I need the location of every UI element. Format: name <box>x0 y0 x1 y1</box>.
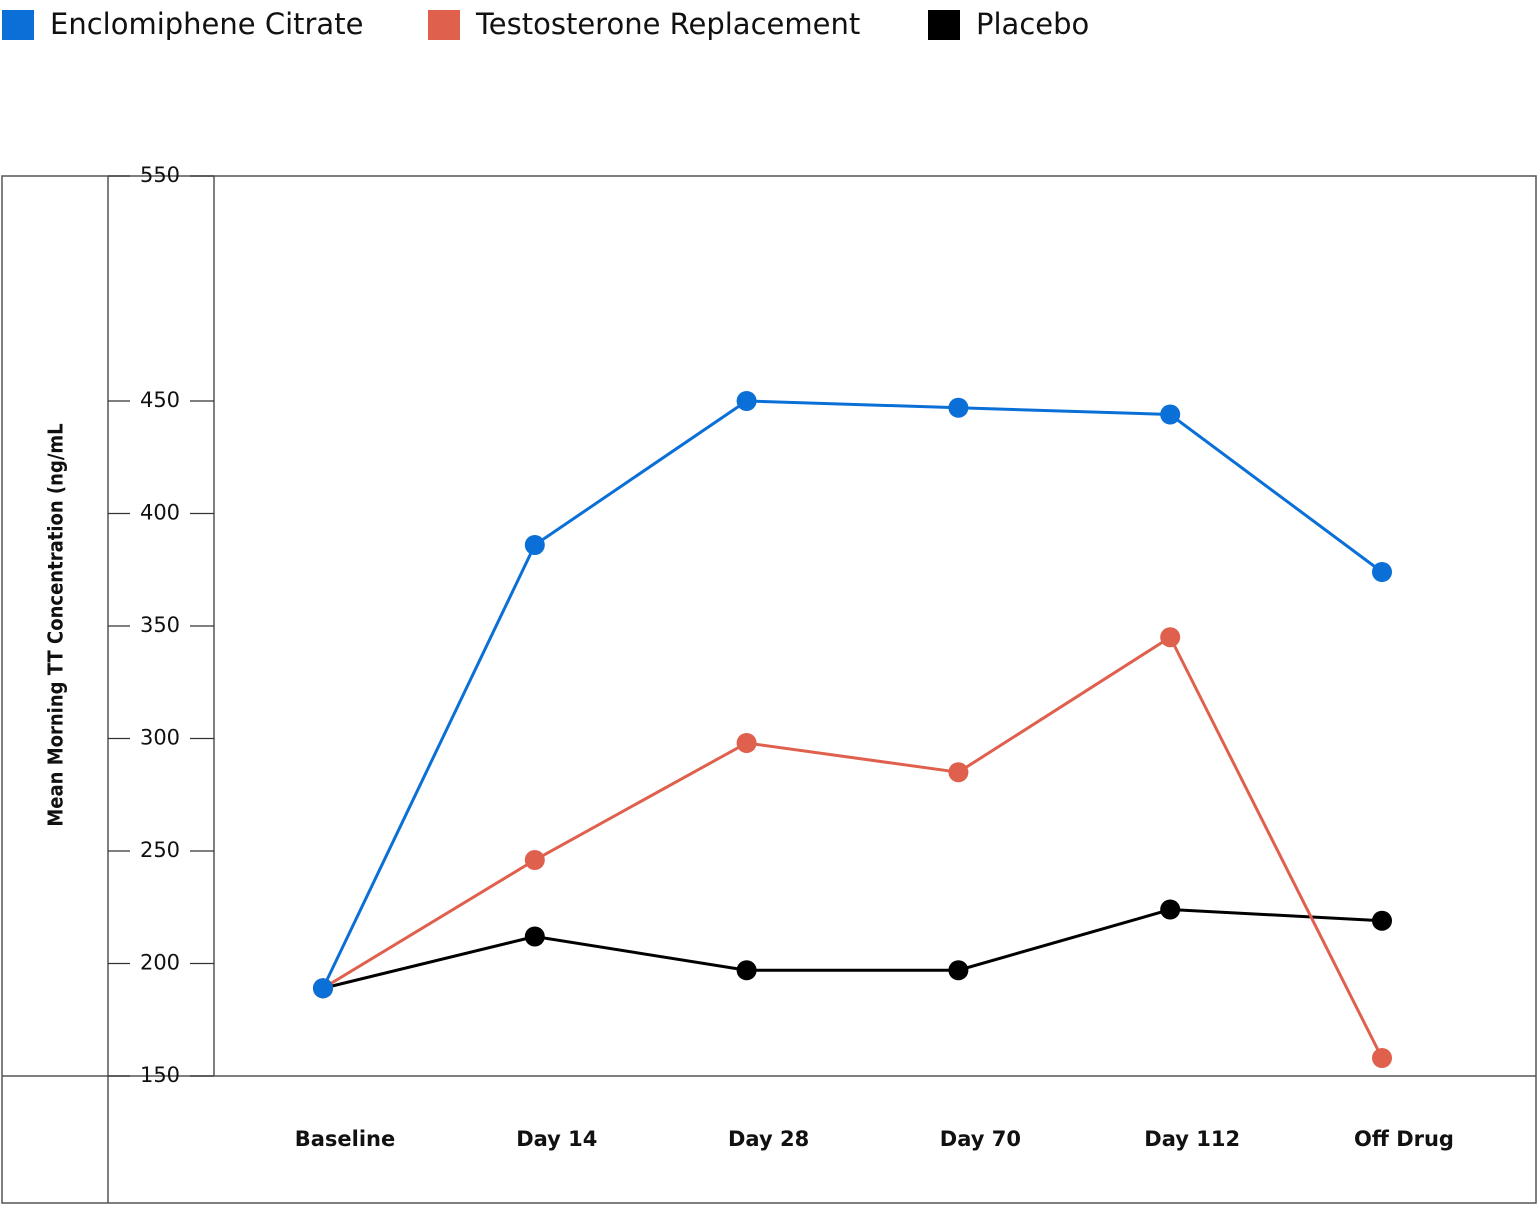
series-line <box>321 399 1383 989</box>
data-point <box>524 850 545 870</box>
data-point <box>736 960 757 981</box>
x-tick-label: Baseline <box>295 1127 396 1151</box>
data-point <box>736 391 757 411</box>
y-tick-label: 150 <box>140 1063 180 1087</box>
data-point <box>948 960 969 981</box>
data-point <box>736 733 757 753</box>
y-tick-label: 350 <box>140 613 180 637</box>
legend-label: Enclomiphene Citrate <box>50 7 363 41</box>
data-point <box>1372 562 1392 582</box>
y-axis-label: Mean Morning TT Concentration (ng/mL <box>44 423 68 826</box>
series-line <box>322 907 1383 990</box>
data-point <box>1372 1048 1392 1068</box>
data-point <box>1160 404 1181 425</box>
plot-frame <box>1 175 1537 1204</box>
legend-swatch <box>928 10 960 40</box>
data-point <box>948 762 969 783</box>
data-point <box>1160 627 1181 648</box>
data-point <box>524 926 545 947</box>
y-tick-label: 400 <box>140 501 180 525</box>
y-tick-label: 200 <box>140 951 180 975</box>
x-tick-label: Off Drug <box>1354 1127 1454 1151</box>
x-tick-label: Day 28 <box>728 1127 809 1151</box>
legend-swatch <box>428 10 460 40</box>
y-tick-label: 300 <box>140 726 180 750</box>
y-tick-label: 550 <box>140 163 180 187</box>
legend-label: Testosterone Replacement <box>475 7 860 41</box>
y-tick-label: 250 <box>140 838 180 862</box>
y-tick-label: 450 <box>140 388 180 412</box>
legend-label: Placebo <box>976 7 1089 41</box>
series-line <box>322 635 1384 1059</box>
data-point <box>948 397 969 418</box>
legend-swatch <box>2 10 34 40</box>
x-tick-label: Day 14 <box>516 1127 597 1151</box>
data-point <box>1160 899 1181 920</box>
x-tick-label: Day 70 <box>940 1127 1021 1151</box>
data-point <box>524 535 545 555</box>
data-point <box>1372 910 1392 931</box>
data-point <box>313 978 333 999</box>
x-tick-label: Day 112 <box>1144 1127 1240 1151</box>
